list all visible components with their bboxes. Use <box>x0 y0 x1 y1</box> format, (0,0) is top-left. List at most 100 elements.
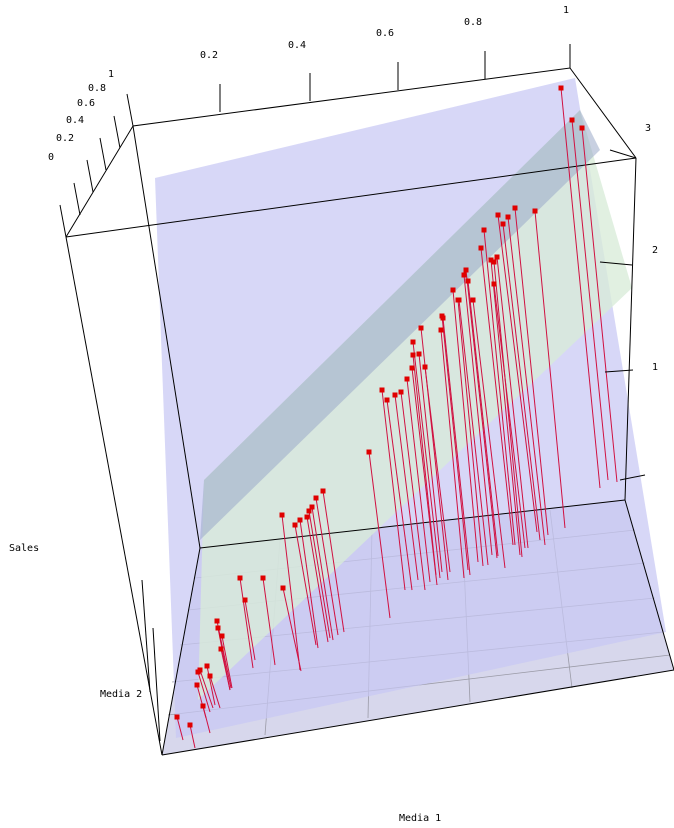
data-point <box>495 212 501 218</box>
y-tick-mark <box>86 159 94 193</box>
drop-line <box>262 577 276 666</box>
drop-line <box>442 317 471 576</box>
drop-line <box>502 223 541 541</box>
box-edge <box>132 125 201 549</box>
drop-line <box>394 394 419 581</box>
data-point <box>569 117 575 123</box>
data-point <box>218 646 224 652</box>
data-point <box>320 488 326 494</box>
data-point <box>174 714 180 720</box>
drop-line <box>412 354 437 576</box>
data-point <box>532 208 538 214</box>
data-point <box>260 575 266 581</box>
x-tick-label: 1 <box>563 5 569 16</box>
drop-line <box>581 127 618 483</box>
drop-line <box>386 399 413 591</box>
y-tick-label: 1 <box>108 69 114 80</box>
drop-line <box>281 514 301 671</box>
y-tick-label: 0.6 <box>77 98 95 109</box>
drop-lines <box>176 87 618 749</box>
drop-line <box>457 299 484 567</box>
drop-line <box>189 724 196 749</box>
data-point <box>491 259 497 265</box>
data-point <box>494 254 500 260</box>
z-tick-label: 3 <box>645 123 651 134</box>
data-point <box>416 351 422 357</box>
x-tick-label: 0.4 <box>288 40 306 51</box>
y-tick-label: 0.4 <box>66 115 84 126</box>
data-point <box>481 227 487 233</box>
y-tick-mark <box>99 137 107 171</box>
drop-line <box>239 577 254 669</box>
data-point <box>404 376 410 382</box>
drop-line <box>199 669 214 709</box>
data-point <box>384 397 390 403</box>
data-point <box>204 663 210 669</box>
drop-line <box>465 269 498 559</box>
box-edge <box>161 547 201 756</box>
drop-line <box>282 587 302 672</box>
drop-line <box>467 280 499 557</box>
data-point <box>309 504 315 510</box>
data-point <box>500 221 506 227</box>
data-point <box>398 389 404 395</box>
drop-line <box>176 716 184 741</box>
drop-line <box>216 620 232 689</box>
data-point <box>512 205 518 211</box>
drop-line <box>440 329 465 579</box>
drop-line <box>441 315 469 571</box>
y-tick-mark <box>113 115 121 149</box>
drop-line <box>209 675 221 709</box>
data-point <box>379 387 385 393</box>
drop-line <box>463 274 493 556</box>
drop-line <box>418 353 443 573</box>
drop-line <box>206 665 216 706</box>
drop-line <box>306 516 329 643</box>
data-point <box>450 287 456 293</box>
z-tick-mark <box>609 149 637 159</box>
drop-line <box>571 119 609 481</box>
drop-line <box>411 367 438 586</box>
data-point <box>292 522 298 528</box>
fitted-surface <box>198 110 632 700</box>
data-point <box>313 495 319 501</box>
data-point <box>242 597 248 603</box>
y-axis-ticks: 0 0.2 0.4 0.6 0.8 1 <box>48 69 134 238</box>
drop-line <box>220 648 231 691</box>
drop-line <box>458 299 489 566</box>
data-point <box>463 267 469 273</box>
data-point <box>455 297 461 303</box>
bounding-box <box>65 44 674 756</box>
drop-line <box>424 366 451 573</box>
data-point <box>215 625 221 631</box>
data-point <box>279 512 285 518</box>
y-tick-mark <box>59 204 67 238</box>
data-points <box>174 85 585 728</box>
box-edge <box>65 67 637 238</box>
z-tick-label: 2 <box>652 245 658 256</box>
data-point <box>440 315 446 321</box>
drop-line <box>322 490 345 633</box>
data-point <box>488 257 494 263</box>
box-edge <box>624 499 674 671</box>
x-tick-label: 0.6 <box>376 28 394 39</box>
x-axis-ticks: 0.2 0.4 0.6 0.8 1 <box>200 5 569 112</box>
data-point <box>187 722 193 728</box>
drop-line <box>299 519 319 649</box>
left-tick-mark <box>152 627 161 742</box>
data-point <box>418 325 424 331</box>
z-tick-mark <box>619 474 646 481</box>
data-point <box>207 673 213 679</box>
drop-line <box>221 635 233 689</box>
drop-line <box>308 510 331 639</box>
drop-line <box>497 214 538 533</box>
data-point <box>470 297 476 303</box>
data-point <box>438 327 444 333</box>
data-point <box>392 392 398 398</box>
data-point <box>280 585 286 591</box>
drop-line <box>472 299 506 569</box>
drop-line <box>507 216 546 546</box>
data-point <box>219 633 225 639</box>
y-tick-label: 0.2 <box>56 133 74 144</box>
